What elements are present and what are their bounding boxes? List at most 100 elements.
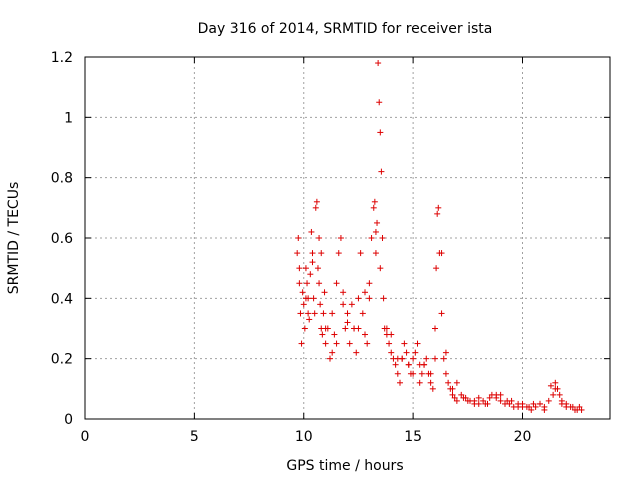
data-point — [359, 310, 366, 317]
data-point — [541, 406, 548, 413]
data-point — [392, 361, 399, 368]
data-point — [312, 204, 319, 211]
y-tick-label: 0.4 — [51, 291, 73, 307]
data-point — [388, 349, 395, 356]
data-point — [342, 325, 349, 332]
data-point — [432, 355, 438, 362]
data-point — [574, 406, 581, 413]
data-point — [308, 228, 315, 235]
data-point — [366, 280, 373, 287]
data-point — [475, 394, 482, 401]
data-point — [346, 340, 353, 347]
data-point — [453, 397, 460, 404]
data-point — [377, 129, 384, 136]
data-point — [537, 400, 543, 407]
data-point — [357, 250, 364, 257]
data-point — [383, 325, 390, 332]
data-point — [410, 370, 417, 377]
data-point — [515, 400, 522, 407]
data-point — [423, 355, 430, 362]
data-point — [297, 310, 304, 317]
data-point — [569, 403, 576, 410]
data-point — [460, 394, 467, 401]
data-point — [300, 301, 307, 308]
data-point — [545, 397, 552, 404]
data-point — [340, 301, 347, 308]
data-point — [394, 370, 401, 377]
data-point — [307, 271, 314, 278]
data-point — [295, 235, 302, 241]
data-point — [320, 310, 327, 317]
data-point — [378, 168, 385, 175]
data-point — [405, 361, 412, 368]
data-point — [304, 280, 311, 287]
data-point — [306, 316, 313, 323]
data-point — [348, 301, 355, 308]
data-point — [414, 340, 421, 347]
data-point — [449, 385, 456, 392]
data-point — [412, 349, 419, 356]
y-tick-label: 0.2 — [51, 352, 73, 368]
data-point — [331, 331, 338, 338]
data-point — [311, 310, 318, 317]
data-point — [552, 379, 559, 386]
y-axis-label: SRMTID / TECUs — [6, 182, 22, 295]
data-point — [550, 391, 557, 398]
data-point — [302, 265, 309, 272]
data-point — [344, 319, 351, 326]
data-point — [364, 340, 371, 347]
x-tick-label: 5 — [190, 429, 199, 445]
data-point — [302, 295, 309, 302]
data-point — [314, 265, 321, 272]
data-point — [432, 325, 438, 332]
data-point — [475, 400, 482, 407]
data-point — [322, 340, 329, 347]
data-point — [313, 198, 320, 205]
data-point — [316, 235, 323, 241]
data-point — [471, 397, 478, 404]
data-point — [442, 349, 449, 356]
data-point — [353, 349, 360, 356]
data-point — [504, 397, 511, 404]
data-point — [464, 397, 471, 404]
data-point — [301, 325, 308, 332]
data-point — [528, 406, 535, 413]
x-axis-label: GPS time / hours — [286, 458, 403, 474]
data-point — [371, 198, 378, 205]
y-tick-label: 1 — [64, 110, 73, 126]
data-point — [416, 379, 423, 386]
data-point — [493, 391, 500, 398]
data-point — [327, 355, 333, 362]
data-point — [355, 295, 362, 302]
data-point — [530, 400, 537, 407]
data-point — [394, 355, 401, 362]
chart-title: Day 316 of 2014, SRMTID for receiver ist… — [198, 21, 493, 37]
data-point — [442, 370, 449, 377]
data-point — [421, 361, 428, 368]
data-point — [379, 235, 386, 241]
data-point — [337, 235, 344, 241]
x-tick-label: 15 — [404, 429, 422, 445]
tick-layer: 0 0.2 0.4 0.6 0.8 1 1.2 0 5 10 15 20 — [51, 50, 610, 445]
data-point — [429, 385, 436, 392]
data-point — [329, 349, 336, 356]
data-point — [563, 403, 570, 410]
data-point — [372, 250, 379, 257]
data-point — [370, 204, 377, 211]
data-point — [458, 391, 465, 398]
y-tick-label: 0 — [64, 412, 73, 428]
data-point — [319, 331, 326, 338]
data-point — [309, 259, 316, 266]
data-point — [362, 331, 368, 338]
data-point — [397, 379, 403, 386]
data-point — [333, 340, 340, 347]
data-point — [344, 310, 351, 317]
data-point — [438, 250, 445, 257]
data-point — [317, 301, 324, 308]
data-point — [318, 250, 325, 257]
data-point — [299, 289, 306, 296]
data-point — [351, 325, 358, 332]
data-point — [449, 391, 456, 398]
data-point — [340, 289, 347, 296]
